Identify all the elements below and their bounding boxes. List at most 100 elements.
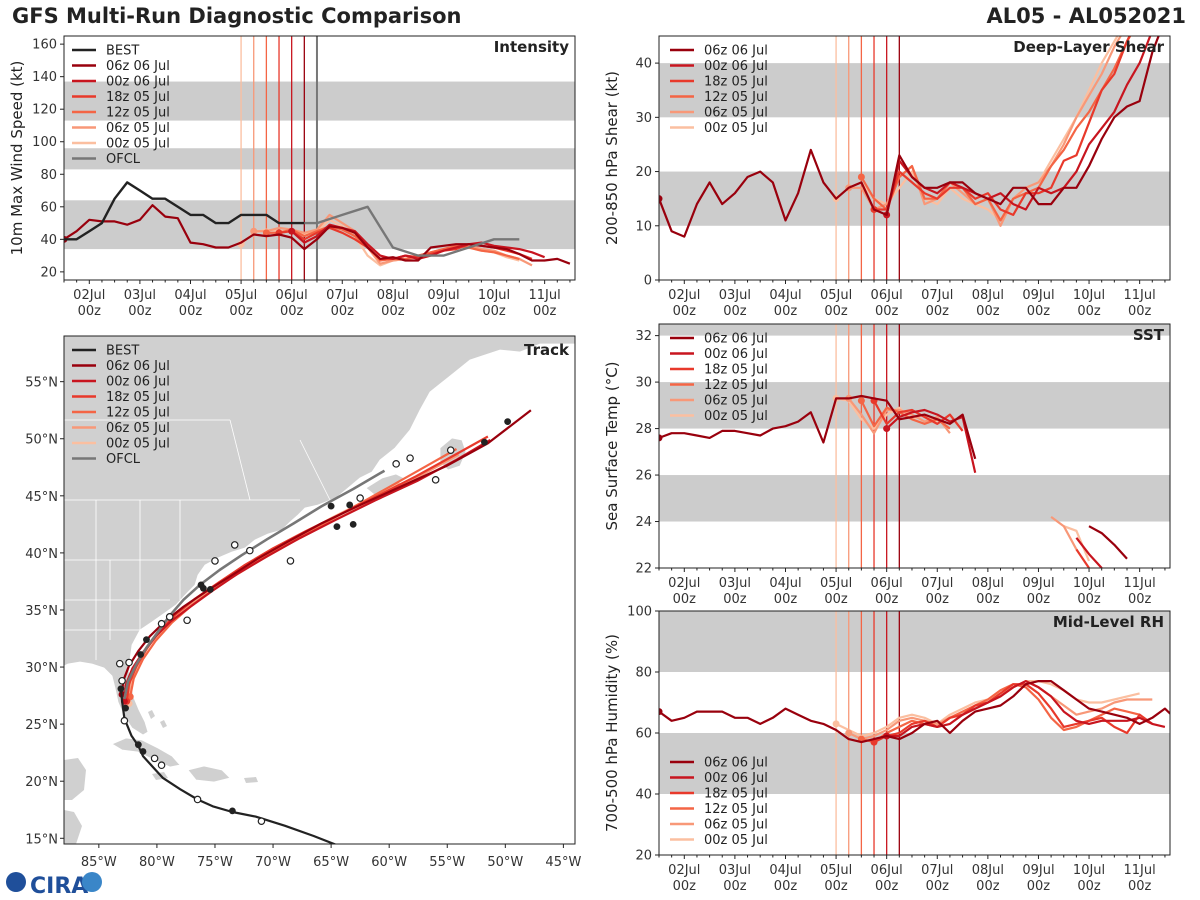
- rh-xtick-sublabel: 00z: [774, 879, 798, 894]
- rh-xtick-label: 06Jul: [871, 863, 903, 878]
- track-hollow-point: [165, 613, 174, 621]
- track-ytick-label: 40°N: [25, 547, 58, 562]
- rh-ytick-label: 100: [627, 605, 652, 620]
- intensity-ytick-label: 140: [32, 70, 57, 85]
- intensity-xtick-label: 05Jul: [225, 288, 257, 303]
- sst-xtick-sublabel: 00z: [774, 592, 798, 607]
- track-hollow-point: [115, 659, 124, 668]
- track-legend-entry: 06z 05 Jul: [106, 421, 170, 436]
- sst-xtick-label: 02Jul: [668, 576, 700, 591]
- intensity-xtick-label: 06Jul: [276, 288, 308, 303]
- track-xtick-label: 65°W: [313, 855, 349, 870]
- track-hollow-point: [356, 494, 364, 502]
- intensity-legend-entry: 00z 05 Jul: [106, 137, 170, 152]
- track-ytick-label: 55°N: [25, 376, 58, 391]
- shear-legend-entry: 00z 05 Jul: [704, 121, 768, 136]
- track-legend-entry: 18z 05 Jul: [106, 390, 170, 405]
- sst-series-06z-06-jul: [659, 394, 977, 460]
- sst-xtick-label: 04Jul: [769, 576, 801, 591]
- rh-xtick-sublabel: 00z: [1077, 879, 1101, 894]
- track-solid-point: [228, 807, 236, 815]
- rh-xtick-label: 11Jul: [1124, 863, 1156, 878]
- track-hollow-point: [193, 795, 202, 804]
- intensity-xtick-sublabel: 00z: [179, 304, 203, 319]
- political-borders: [64, 419, 331, 660]
- sst-late-series-06z-05-jul: [1050, 516, 1078, 550]
- intensity-xtick-label: 11Jul: [529, 288, 561, 303]
- track-solid-point: [143, 636, 150, 644]
- intensity-legend-entry: 18z 05 Jul: [106, 90, 170, 105]
- track-ytick-label: 20°N: [25, 775, 58, 790]
- sst-legend-entry: 00z 05 Jul: [704, 409, 768, 424]
- intensity-ytick-label: 60: [40, 200, 57, 215]
- logo-sun-icon: [82, 872, 102, 892]
- rh-xtick-label: 09Jul: [1022, 863, 1054, 878]
- shear-xtick-label: 05Jul: [820, 288, 852, 303]
- track-hollow-point: [183, 616, 191, 625]
- track-ytick-label: 45°N: [25, 490, 58, 505]
- intensity-xtick-label: 02Jul: [73, 288, 105, 303]
- yucatan: [64, 758, 86, 800]
- track-solid-point: [134, 741, 142, 749]
- sst-xtick-sublabel: 00z: [1128, 592, 1152, 607]
- track-best-line: [119, 687, 338, 844]
- rh-ytick-label: 40: [635, 788, 652, 803]
- rh-xtick-label: 02Jul: [668, 863, 700, 878]
- intensity-best-line: [64, 181, 305, 241]
- sst-title: SST: [1133, 326, 1165, 344]
- sst-ytick-label: 32: [635, 329, 652, 344]
- intensity-xtick-label: 09Jul: [427, 288, 459, 303]
- track-xtick-label: 70°W: [255, 855, 291, 870]
- shear-init-point: [857, 173, 865, 181]
- track-ytick-label: 50°N: [25, 433, 58, 448]
- rh-xtick-sublabel: 00z: [926, 879, 950, 894]
- sst-xtick-sublabel: 00z: [875, 592, 899, 607]
- rh-xtick-sublabel: 00z: [673, 879, 697, 894]
- intensity-legend-entry: 06z 06 Jul: [106, 59, 170, 74]
- sst-late-series-18z-05-jul: [1075, 548, 1090, 568]
- shear-xtick-sublabel: 00z: [824, 304, 848, 319]
- rh-ytick-label: 60: [635, 727, 652, 742]
- sst-legend-entry: 18z 05 Jul: [704, 363, 768, 378]
- cira-logo: CIRA: [6, 872, 102, 899]
- sst-panel: 22242628303202Jul00z03Jul00z04Jul00z05Ju…: [603, 323, 1171, 607]
- rh-xtick-label: 07Jul: [921, 863, 953, 878]
- sst-ytick-label: 28: [635, 422, 652, 437]
- rh-xtick-sublabel: 00z: [723, 879, 747, 894]
- rh-ytick-label: 80: [635, 666, 652, 681]
- intensity-xtick-sublabel: 00z: [78, 304, 102, 319]
- intensity-legend-entry: 06z 05 Jul: [106, 121, 170, 136]
- shear-xtick-label: 04Jul: [769, 288, 801, 303]
- shear-legend-entry: 06z 05 Jul: [704, 106, 768, 121]
- sst-xtick-sublabel: 00z: [926, 592, 950, 607]
- track-solid-point: [349, 520, 357, 528]
- sst-frame: [658, 323, 1171, 569]
- intensity-xtick-label: 08Jul: [377, 288, 409, 303]
- intensity-legend-entry: 00z 06 Jul: [106, 75, 170, 90]
- track-xtick-label: 45°W: [545, 855, 581, 870]
- intensity-xtick-sublabel: 00z: [482, 304, 506, 319]
- page-title: GFS Multi-Run Diagnostic Comparison: [12, 4, 462, 28]
- shear-xtick-sublabel: 00z: [926, 304, 950, 319]
- track-legend-entry: BEST: [106, 344, 139, 359]
- rh-legend-entry: 06z 05 Jul: [704, 818, 768, 833]
- rh-legend-entry: 12z 05 Jul: [704, 802, 768, 817]
- hispaniola: [187, 765, 231, 783]
- sst-xtick-label: 09Jul: [1022, 576, 1054, 591]
- rh-band-0: [659, 733, 1170, 794]
- shear-frame: [658, 35, 1171, 281]
- track-ytick-label: 15°N: [25, 832, 58, 847]
- sst-legend-entry: 06z 05 Jul: [704, 394, 768, 409]
- intensity-band-2: [64, 81, 575, 121]
- rh-band-1: [659, 611, 1170, 672]
- track-hollow-point: [431, 476, 440, 484]
- shear-xtick-sublabel: 00z: [976, 304, 1000, 319]
- track-solid-point: [117, 685, 125, 693]
- shear-xtick-label: 10Jul: [1073, 288, 1105, 303]
- shear-xtick-label: 09Jul: [1022, 288, 1054, 303]
- rh-series-06z-06-jul: [659, 679, 1170, 744]
- track-hollow-point: [392, 460, 400, 468]
- rh-xtick-label: 10Jul: [1073, 863, 1105, 878]
- intensity-xtick-label: 03Jul: [124, 288, 156, 303]
- track-legend-entry: OFCL: [106, 452, 141, 467]
